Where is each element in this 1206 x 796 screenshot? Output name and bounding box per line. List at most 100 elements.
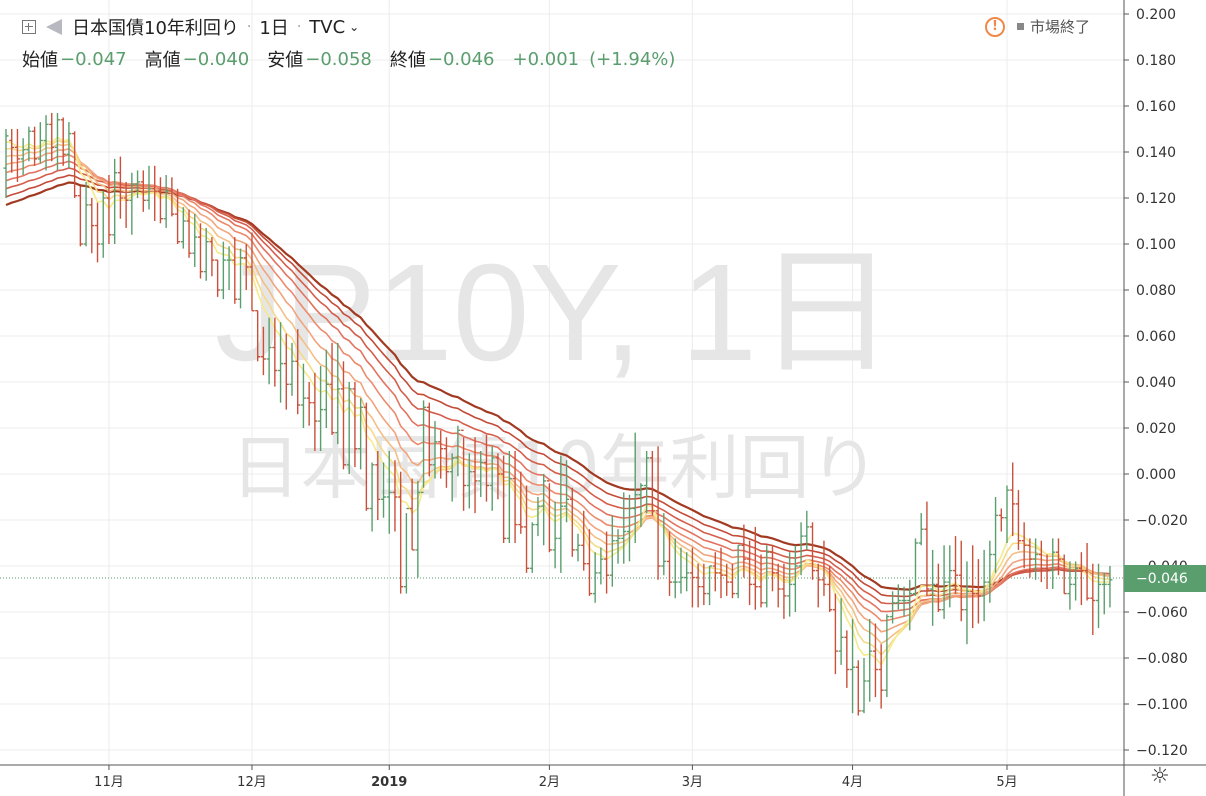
change-value: +0.001 [512,48,580,70]
ohlc-bar [117,156,123,219]
ohlc-bar [1004,485,1010,543]
high-value: −0.040 [182,48,250,70]
ohlc-bar [77,186,83,247]
ohlc-bar [672,538,678,599]
ohlc-bar [135,170,141,198]
ohlc-bar [197,223,203,279]
ohlc-bar [340,361,346,470]
watermark: JP10Y, 1日 日本国債10年利回り [215,236,895,509]
ohlc-bar [255,310,261,362]
low-label: 安値 [267,50,304,71]
ohlc-bar [415,480,421,578]
ohlc-bar [569,487,575,557]
separator-dot: · [296,19,302,35]
ohlc-bar [66,122,72,169]
ohlc-bar [924,501,930,596]
ohlc-bar [192,214,198,267]
ohlc-bar [163,175,169,228]
ohlc-bar [787,552,793,617]
price-tick-label: 0.080 [1136,283,1176,299]
ohlc-bar [838,598,844,665]
ohlc-bar [564,460,570,523]
ohlc-bar [409,478,415,551]
ohlc-bar [352,382,358,468]
price-tick-label: −0.060 [1136,605,1188,621]
ohlc-bar [506,451,512,543]
ohlc-bar [872,623,878,698]
settings-gear-icon[interactable]: ☼ [1150,764,1170,789]
ohlc-bar [1084,543,1090,601]
ohlc-bar [598,547,604,585]
ohlc-bar [83,181,89,247]
ohlc-bar [609,515,615,587]
ohlc-bar [72,131,78,198]
ohlc-bar [981,549,987,622]
ohlc-bar [43,115,49,171]
ohlc-bar [735,544,741,599]
ohlc-bar [581,510,587,571]
open-label: 始値 [22,50,58,71]
ohlc-bar [37,122,43,164]
ohlc-bar [993,497,999,573]
chevron-down-icon[interactable]: ⌄ [349,20,360,34]
ema-line [5,139,1111,657]
ohlc-bar [541,474,547,546]
ohlc-bar [935,563,941,612]
ohlc-bar [186,209,192,258]
ohlc-bar [970,545,976,629]
flag-icon[interactable] [46,19,62,35]
alert-icon[interactable]: ! [985,16,1005,37]
price-bars [3,112,1113,716]
time-tick-label: 11月 [94,775,124,790]
interval-label[interactable]: 1日 [259,18,289,39]
ohlc-bar [712,552,718,592]
ohlc-bar [358,398,364,470]
ohlc-bar [792,545,798,612]
ohlc-bar [718,547,724,599]
ohlc-bar [3,129,9,198]
time-tick-label: 12月 [237,775,267,790]
plus-square-icon[interactable] [22,20,36,34]
ohlc-bar [1107,566,1113,608]
ohlc-bar [323,349,329,428]
ohlc-bar [238,248,244,309]
ohlc-bar [747,540,753,606]
ohlc-bar [140,170,146,212]
ohlc-bar [278,322,284,403]
time-tick-label: 2019 [371,775,407,790]
price-tick-label: 0.160 [1136,99,1176,115]
price-axis[interactable]: 0.200 0.180 0.160 0.140 0.120 0.100 0.080 0.060… [1124,7,1188,759]
ohlc-bar [987,540,993,603]
ohlc-bar [432,421,438,479]
ohlc-bar [300,363,306,428]
ohlc-bar [815,563,821,608]
ema-line [5,136,1111,667]
market-status-label: 市場終了 [1030,18,1091,36]
ohlc-bar [632,432,638,543]
watermark-name: 日本国債10年利回り [230,427,879,509]
ohlc-bar [535,497,541,537]
ohlc-bar [615,529,621,564]
source-label[interactable]: TVC [309,16,346,38]
symbol-name[interactable]: 日本国債10年利回り [72,18,239,39]
ohlc-bar [1101,572,1107,615]
ohlc-bar [775,563,781,608]
ohlc-bar [964,561,970,645]
ohlc-bar [884,614,890,698]
ema-line [5,147,1111,633]
price-tick-label: 0.120 [1136,191,1176,207]
market-status[interactable]: ! 市場終了 [985,16,1090,37]
ohlc-bar [335,342,341,445]
ohlc-bar [918,513,924,546]
ohlc-bar [426,402,432,477]
ohlc-bar [867,618,873,702]
ohlc-bar [953,536,959,594]
ohlc-bar [209,237,215,277]
ohlc-bar [403,507,409,594]
ohlc-bar [529,522,535,573]
ohlc-bar [123,181,129,228]
time-axis[interactable]: 11月 12月 2019 2月 3月 4月 5月 [94,765,1018,790]
ohlc-bar [157,177,163,224]
ohlc-bar [220,241,226,300]
